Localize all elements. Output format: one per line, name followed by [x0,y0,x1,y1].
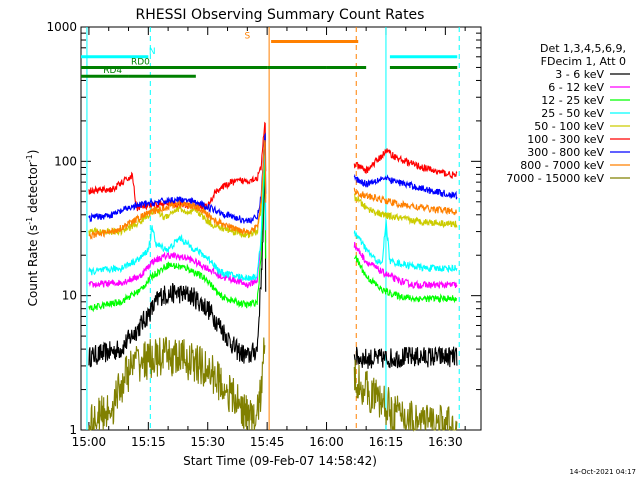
series-line-3-1 [353,219,458,274]
legend-label: 300 - 800 keV [527,146,604,159]
legend-label: 100 - 300 keV [527,133,604,146]
y-tick-label: 1000 [46,20,77,34]
plot-frame [80,26,482,431]
series-line-6-1 [353,173,458,200]
series-line-5-0 [88,121,267,212]
x-tick-label: 16:00 [309,435,344,449]
legend-label: 7000 - 15000 keV [506,172,604,185]
chart-title: RHESSI Observing Summary Count Rates [136,7,425,23]
series-line-7-1 [353,187,458,216]
series-line-2-0 [88,161,267,313]
x-axis-label: Start Time (09-Feb-07 14:58:42) [183,454,377,468]
status-bar-label: RD0 [131,57,150,67]
legend-label: 3 - 6 keV [555,68,604,81]
legend: Det 1,3,4,5,6,9,FDecim 1, Att 03 - 6 keV… [506,42,630,185]
legend-header: FDecim 1, Att 0 [541,55,626,68]
legend-header: Det 1,3,4,5,6,9, [540,42,626,55]
series-line-1-0 [88,148,267,289]
series-line-5-1 [353,148,458,180]
legend-label: 25 - 50 keV [541,107,604,120]
y-tick-label: 10 [62,289,77,303]
x-tick-label: 15:45 [250,435,285,449]
series-line-2-1 [353,255,458,304]
series-line-0-1 [353,345,458,369]
status-bar-label: RD4 [103,66,122,76]
series-group [88,121,458,432]
series-line-6-0 [88,132,267,225]
attenuator-lines [86,27,460,430]
series-line-4-1 [353,193,458,229]
status-bar-label: N [149,47,156,57]
series-line-7-0 [88,140,267,240]
legend-label: 800 - 7000 keV [520,159,604,172]
x-tick-label: 15:30 [190,435,225,449]
series-line-4-0 [88,129,267,239]
y-tick-label: 100 [54,154,77,168]
series-line-0-0 [88,170,267,368]
series-line-8-0 [88,336,266,431]
series-line-3-0 [88,142,267,282]
legend-label: 50 - 100 keV [534,120,604,133]
x-axis: 15:00 15:15 15:30 15:45 16:00 16:15 16:30 [72,27,466,449]
x-tick-label: 15:00 [72,435,107,449]
x-tick-label: 16:15 [369,435,404,449]
legend-label: 6 - 12 keV [548,81,604,94]
y-axis: 1 10 100 1000 [46,20,481,437]
status-bar-label: S [244,31,250,41]
legend-label: 12 - 25 keV [541,94,604,107]
y-axis-label: Count Rate (s-1 detector-1) [25,150,40,307]
series-line-1-1 [353,241,458,290]
series-line-8-1 [353,359,458,432]
footer-timestamp: 14-Oct-2021 04:17 [570,468,636,476]
y-tick-label: 1 [69,423,77,437]
x-tick-label: 16:30 [428,435,463,449]
x-tick-label: 15:15 [131,435,166,449]
